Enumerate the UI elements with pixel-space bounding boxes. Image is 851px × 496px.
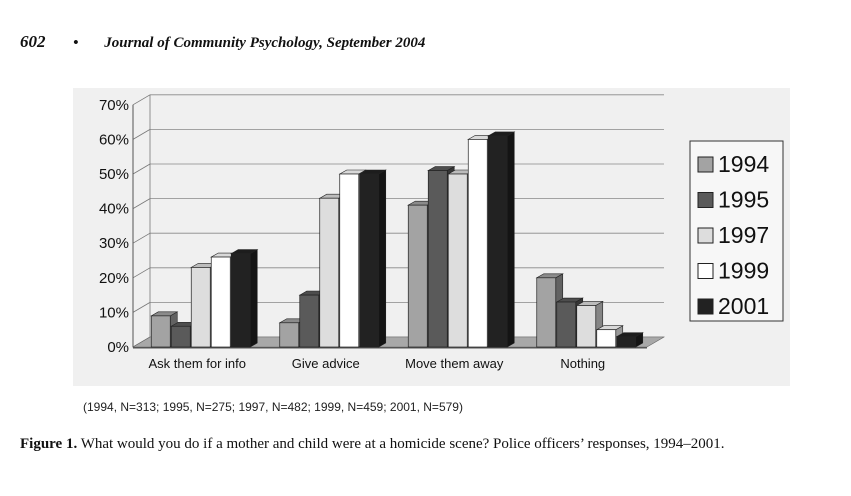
bar-move-them-away-1995	[427, 170, 448, 348]
caption-text: What would you do if a mother and child …	[77, 436, 725, 452]
page-number: 602	[20, 32, 46, 51]
grid-depth-line	[132, 163, 151, 175]
legend-label-2001: 2001	[718, 293, 769, 319]
bar-nothing-1999	[596, 329, 617, 348]
y-tick-label: 50%	[99, 166, 129, 183]
bar-nothing-1997	[576, 305, 597, 348]
bar-move-them-away-2001	[487, 135, 508, 348]
bar-nothing-2001	[616, 336, 637, 348]
y-tick-label: 30%	[99, 235, 129, 252]
bar-chart: 0% 10% 20% 30% 40% 50% 60% 70% Ask them for info…	[99, 94, 784, 371]
bar-move-them-away-1999	[467, 139, 488, 348]
y-tick-label: 40%	[99, 201, 129, 218]
bar-move-them-away-1994	[407, 204, 428, 348]
bar-nothing-1995	[556, 301, 577, 348]
legend-label-1994: 1994	[718, 151, 769, 177]
bar-give-advice-1999	[339, 173, 360, 348]
bar-ask-them-for-info-1994	[150, 315, 171, 348]
figure-label: Figure 1.	[20, 436, 78, 452]
legend-swatch-1999	[697, 263, 714, 279]
grid-depth-line	[132, 232, 151, 244]
figure-caption: Figure 1. What would you do if a mother …	[20, 435, 835, 453]
bar-ask-them-for-info-1997	[190, 267, 211, 348]
journal-title: Journal of Community Psychology, Septemb…	[104, 35, 426, 51]
grid-depth-line	[132, 94, 151, 106]
sample-size-note: (1994, N=313; 1995, N=275; 1997, N=482; …	[83, 400, 463, 414]
legend-swatch-1995	[697, 192, 714, 208]
x-tick-label: Give advice	[292, 356, 360, 371]
y-tick-label: 60%	[99, 131, 129, 148]
y-tick-label: 20%	[99, 270, 129, 287]
bar-side	[249, 249, 258, 348]
legend-swatch-2001	[697, 298, 714, 315]
legend-label-1997: 1997	[718, 222, 769, 248]
x-tick-label: Ask them for info	[148, 356, 246, 371]
header-bullet: •	[73, 35, 79, 51]
bar-give-advice-1997	[319, 197, 340, 348]
grid-depth-line	[132, 302, 151, 313]
legend-label-1999: 1999	[718, 258, 769, 284]
grid-depth-line	[132, 198, 151, 209]
x-tick-label: Move them away	[405, 356, 504, 371]
grid-depth-line	[132, 129, 151, 140]
running-head: 602 • Journal of Community Psychology, S…	[20, 32, 425, 52]
x-tick-label: Nothing	[560, 356, 605, 371]
bar-ask-them-for-info-1995	[170, 325, 191, 348]
y-tick-label: 70%	[99, 97, 129, 114]
floor-edge	[133, 347, 647, 349]
legend-label-1995: 1995	[718, 187, 769, 213]
bar-side	[378, 169, 387, 348]
y-tick-label: 10%	[99, 304, 129, 321]
legend-swatch-1994	[697, 156, 714, 173]
bar-ask-them-for-info-2001	[230, 253, 251, 348]
bar-nothing-1994	[536, 277, 557, 348]
legend-swatch-1997	[697, 227, 714, 244]
y-tick-label: 0%	[107, 339, 129, 356]
bar-give-advice-2001	[359, 173, 380, 348]
bar-side	[506, 131, 515, 348]
bar-give-advice-1995	[299, 294, 320, 348]
bar-give-advice-1994	[279, 322, 300, 348]
bar-move-them-away-1997	[447, 173, 468, 348]
grid-depth-line	[132, 267, 151, 279]
bar-ask-them-for-info-1999	[210, 256, 231, 348]
chart-panel: 0% 10% 20% 30% 40% 50% 60% 70% Ask them for info…	[73, 88, 790, 386]
